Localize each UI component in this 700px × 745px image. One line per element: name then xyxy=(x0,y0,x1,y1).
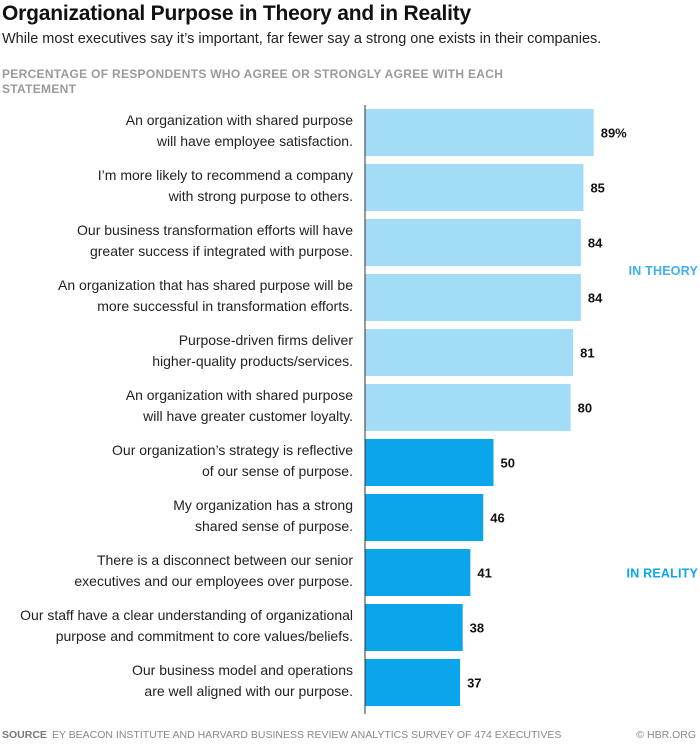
value-label-9: 41 xyxy=(477,566,491,581)
chart-title: Organizational Purpose in Theory and in … xyxy=(2,2,472,25)
source-label: SOURCE xyxy=(2,729,47,741)
bar-6 xyxy=(365,384,571,431)
group-label-1: IN THEORY xyxy=(629,264,699,278)
value-label-6: 80 xyxy=(578,401,592,416)
axis-title: Percentage of respondents who agree or s… xyxy=(2,67,504,96)
bar-10 xyxy=(365,604,463,651)
value-label-1: 89% xyxy=(601,126,627,141)
bar-label-11: Our business model and operations are wel… xyxy=(132,662,353,699)
value-label-7: 50 xyxy=(501,456,515,471)
bar-label-2: I’m more likely to recommend a company wi… xyxy=(98,167,353,204)
bar-label-4: An organization that has shared purpose … xyxy=(58,277,353,314)
bar-label-9: There is a disconnect between our senior… xyxy=(74,552,353,589)
bar-5 xyxy=(365,329,574,376)
bar-9 xyxy=(365,549,471,596)
source-text: EY BEACON INSTITUTE AND HARVARD BUSINESS… xyxy=(51,729,562,741)
value-label-5: 81 xyxy=(580,346,594,361)
bar-2 xyxy=(365,164,584,211)
bar-11 xyxy=(365,659,461,706)
bar-label-6: An organization with shared purpose will … xyxy=(126,387,353,424)
value-label-10: 38 xyxy=(470,621,484,636)
bar-label-5: Purpose-driven firms deliver higher-quali… xyxy=(152,332,353,369)
value-label-4: 84 xyxy=(588,291,603,306)
chart-subtitle: While most executives say it’s important… xyxy=(2,31,602,47)
bar-label-3: Our business transformation efforts will… xyxy=(77,222,353,259)
bar-label-10: Our staff have a clear understanding of … xyxy=(20,607,353,644)
credit: © HBR.ORG xyxy=(636,729,696,741)
bar-7 xyxy=(365,439,494,486)
group-label-2: IN REALITY xyxy=(627,567,699,581)
footer: SOURCE EY BEACON INSTITUTE AND HARVARD BU… xyxy=(2,729,696,741)
bar-3 xyxy=(365,219,581,266)
bar-4 xyxy=(365,274,581,321)
value-label-8: 46 xyxy=(490,511,504,526)
bar-label-1: An organization with shared purpose will … xyxy=(126,112,353,149)
value-label-11: 37 xyxy=(467,676,481,691)
bar-label-7: Our organization’s strategy is reflectiv… xyxy=(112,442,353,479)
bar-chart: An organization with shared purpose will … xyxy=(20,105,699,714)
bar-8 xyxy=(365,494,484,541)
bar-label-8: My organization has a strong shared sense… xyxy=(173,497,353,534)
value-label-3: 84 xyxy=(588,236,603,251)
bar-1 xyxy=(365,109,594,156)
value-label-2: 85 xyxy=(590,181,604,196)
